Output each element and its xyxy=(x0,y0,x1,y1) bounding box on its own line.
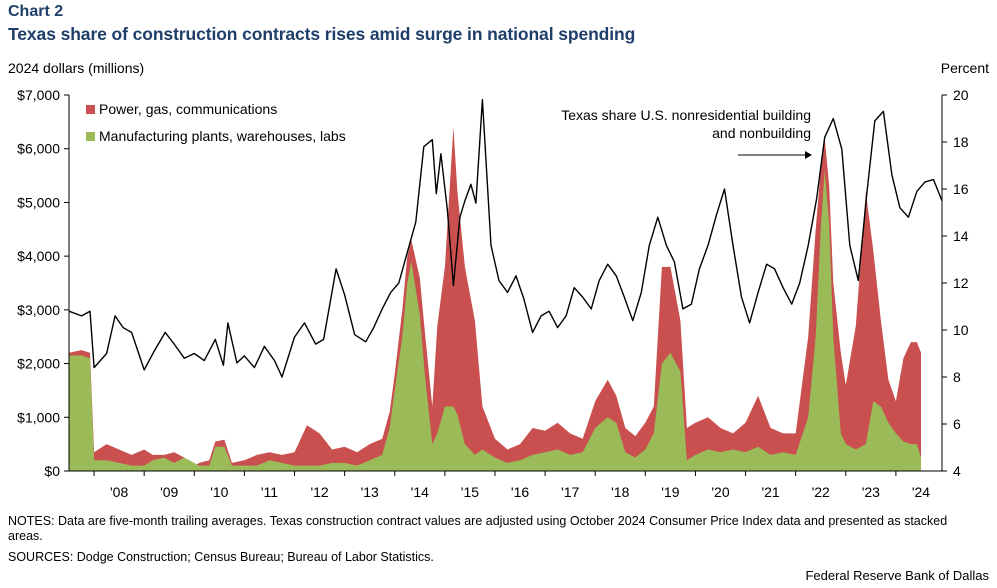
x-tick-label: '20 xyxy=(711,484,729,500)
right-tick-label: 16 xyxy=(953,181,969,197)
x-tick-label: '12 xyxy=(310,484,328,500)
notes: NOTES: Data are five-month trailing aver… xyxy=(8,514,948,543)
left-tick-label: $3,000 xyxy=(17,302,60,318)
x-tick-label: '24 xyxy=(912,484,930,500)
annotation-line-2: and nonbuilding xyxy=(712,125,811,141)
x-tick-label: '21 xyxy=(761,484,779,500)
right-tick-label: 4 xyxy=(953,463,961,479)
left-axis-title: 2024 dollars (millions) xyxy=(8,60,144,76)
left-tick-label: $7,000 xyxy=(17,87,60,103)
stacked-areas xyxy=(68,99,943,471)
legend-swatch-manufacturing xyxy=(86,132,95,141)
right-tick-label: 10 xyxy=(953,322,969,338)
x-tick-label: '17 xyxy=(561,484,579,500)
right-tick-labels: 4 6 8 10 12 14 16 18 20 xyxy=(942,87,969,479)
annotation-arrowhead xyxy=(805,151,812,159)
sources: SOURCES: Dodge Construction; Census Bure… xyxy=(8,550,434,564)
x-tick-label: '08 xyxy=(110,484,128,500)
right-tick-label: 18 xyxy=(953,134,969,150)
credit: Federal Reserve Bank of Dallas xyxy=(805,568,989,583)
x-tick-label: '22 xyxy=(812,484,830,500)
annotation-line-1: Texas share U.S. nonresidential building xyxy=(561,107,811,123)
x-tick-label: '23 xyxy=(862,484,880,500)
x-tick-label: '13 xyxy=(361,484,379,500)
texas-share-line xyxy=(68,99,943,378)
right-tick-label: 14 xyxy=(953,228,969,244)
left-tick-label: $6,000 xyxy=(17,141,60,157)
x-tick-label: '19 xyxy=(661,484,679,500)
left-tick-label: $1,000 xyxy=(17,409,60,425)
left-tick-label: $2,000 xyxy=(17,356,60,372)
right-tick-label: 12 xyxy=(953,275,969,291)
right-tick-label: 20 xyxy=(953,87,969,103)
left-tick-label: $0 xyxy=(44,463,60,479)
x-tick-label: '16 xyxy=(511,484,529,500)
x-tick-label: '10 xyxy=(210,484,228,500)
right-tick-label: 6 xyxy=(953,416,961,432)
x-tick-label: '09 xyxy=(160,484,178,500)
chart-label: Chart 2 xyxy=(8,3,64,20)
chart-area: $0 $1,000 $2,000 $3,000 $4,000 $5,000 $6,000 $7… xyxy=(8,60,989,500)
annotation: Texas share U.S. nonresidential building… xyxy=(561,107,812,159)
legend: Power, gas, communications Manufacturing… xyxy=(86,101,346,144)
x-tick-label: '15 xyxy=(461,484,479,500)
x-tick-label: '18 xyxy=(611,484,629,500)
right-tick-label: 8 xyxy=(953,369,961,385)
x-tick-label: '14 xyxy=(411,484,429,500)
left-tick-labels: $0 $1,000 $2,000 $3,000 $4,000 $5,000 $6,000 $7… xyxy=(17,87,69,479)
chart-title: Texas share of construction contracts ri… xyxy=(8,24,636,44)
legend-label-manufacturing: Manufacturing plants, warehouses, labs xyxy=(99,128,346,144)
legend-swatch-power xyxy=(86,105,95,114)
left-tick-label: $4,000 xyxy=(17,248,60,264)
x-tick-labels: '08 '09 '10 '11 '12 '13 '14 '15 '16 '17 '18 '19 '20 '… xyxy=(93,471,930,500)
left-tick-label: $5,000 xyxy=(17,194,60,210)
x-tick-label: '11 xyxy=(261,484,278,500)
right-axis-title: Percent xyxy=(941,60,989,76)
manufacturing-area xyxy=(69,170,921,471)
legend-label-power: Power, gas, communications xyxy=(99,101,277,117)
